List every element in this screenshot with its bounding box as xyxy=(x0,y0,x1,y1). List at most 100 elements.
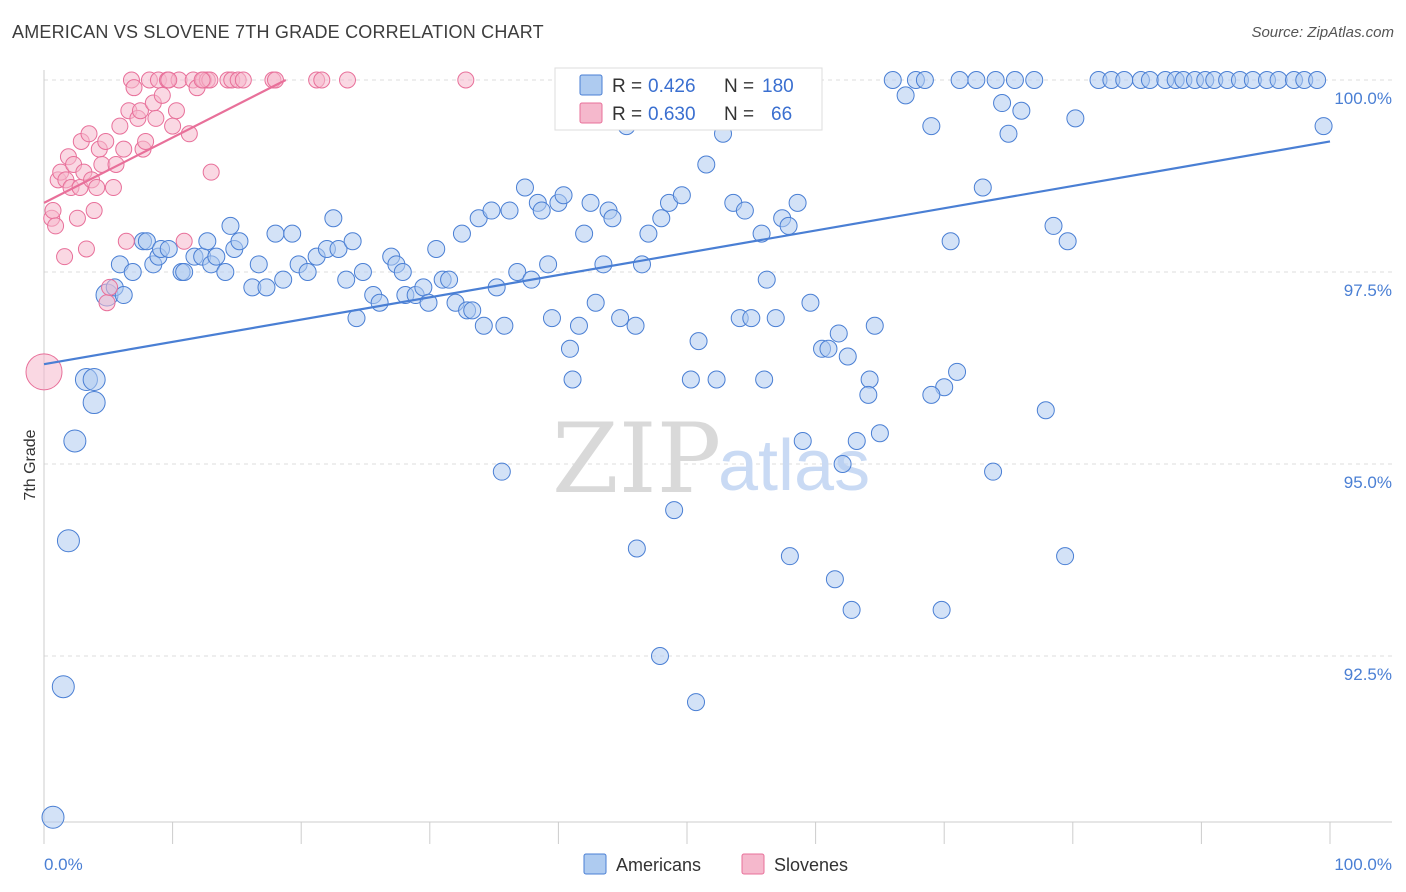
y-tick-label: 92.5% xyxy=(1344,665,1392,684)
data-point xyxy=(137,132,155,150)
legend-r-label-slovenes: R = xyxy=(612,104,642,125)
data-point xyxy=(932,600,951,619)
data-point xyxy=(847,431,866,450)
data-point xyxy=(153,86,171,104)
x-tick-label: 0.0% xyxy=(44,855,83,874)
data-point xyxy=(207,247,226,266)
data-point xyxy=(757,270,776,289)
legend-box: R = 0.426 N = 180 R = 0.630 N = 66 xyxy=(554,67,823,131)
data-point xyxy=(111,117,129,135)
data-point xyxy=(427,239,446,258)
bottom-legend: Americans Slovenes xyxy=(583,853,848,875)
series-slovenes xyxy=(25,71,475,391)
data-point xyxy=(819,339,838,358)
data-point xyxy=(986,71,1005,89)
data-point xyxy=(967,71,986,89)
data-point xyxy=(41,805,65,829)
legend-n-value-americans: 180 xyxy=(762,76,794,97)
data-point xyxy=(500,201,519,220)
data-point xyxy=(735,201,754,220)
data-point xyxy=(495,316,514,335)
data-point xyxy=(343,232,362,251)
data-point xyxy=(175,263,194,281)
data-point xyxy=(457,71,475,89)
chart-title: AMERICAN VS SLOVENE 7TH GRADE CORRELATIO… xyxy=(12,22,544,42)
watermark-zip: ZIP xyxy=(552,403,721,515)
bottom-legend-swatch-americans xyxy=(583,853,607,875)
watermark: ZIP atlas xyxy=(552,403,870,515)
source-label: Source: ZipAtlas.com xyxy=(1251,24,1394,41)
data-point xyxy=(117,232,135,250)
data-point xyxy=(838,347,857,366)
data-point xyxy=(626,316,645,335)
trend-line-slovenes xyxy=(43,79,287,204)
data-point xyxy=(249,255,268,274)
data-point xyxy=(115,140,133,158)
data-point xyxy=(896,86,915,105)
data-point xyxy=(492,462,511,481)
legend-n-value-slovenes: 66 xyxy=(771,104,792,125)
data-point xyxy=(1005,71,1024,89)
data-point xyxy=(922,385,941,404)
data-point xyxy=(603,209,622,228)
data-point xyxy=(941,232,960,251)
data-point xyxy=(104,179,122,197)
data-point xyxy=(463,301,482,320)
data-point xyxy=(1036,401,1055,420)
data-point xyxy=(1314,117,1333,136)
data-point xyxy=(63,429,87,453)
data-point xyxy=(68,209,86,227)
data-point xyxy=(984,462,1003,481)
data-point xyxy=(198,232,217,251)
data-point xyxy=(221,216,240,235)
data-point xyxy=(672,186,691,205)
data-point xyxy=(329,239,348,258)
data-point xyxy=(865,316,884,335)
y-tick-label: 97.5% xyxy=(1344,281,1392,300)
data-point xyxy=(742,309,761,328)
trend-lines xyxy=(43,79,1331,366)
data-point xyxy=(137,232,156,251)
data-point xyxy=(202,163,220,181)
data-point xyxy=(627,539,646,558)
data-point xyxy=(440,270,459,289)
data-point xyxy=(825,570,844,589)
data-point xyxy=(539,255,558,274)
data-point xyxy=(883,71,902,89)
x-tick-labels: 0.0% 100.0% xyxy=(44,855,1392,874)
data-point xyxy=(801,293,820,312)
y-tick-label: 100.0% xyxy=(1334,89,1392,108)
data-point xyxy=(581,193,600,212)
data-point xyxy=(1058,232,1077,251)
data-point xyxy=(56,248,74,266)
data-point xyxy=(632,255,651,274)
data-point xyxy=(44,202,62,220)
data-point xyxy=(752,224,771,243)
data-point xyxy=(755,370,774,389)
data-point xyxy=(25,353,63,391)
data-point xyxy=(611,309,630,328)
data-point xyxy=(452,224,471,243)
data-point xyxy=(283,224,302,243)
bottom-legend-americans: Americans xyxy=(616,855,701,875)
x-tick-label: 100.0% xyxy=(1334,855,1392,874)
data-point xyxy=(780,547,799,566)
data-point xyxy=(230,232,249,251)
data-point xyxy=(482,201,501,220)
data-point xyxy=(860,370,879,389)
data-point xyxy=(842,600,861,619)
data-point xyxy=(56,529,80,553)
legend-n-label-americans: N = xyxy=(724,76,754,97)
data-point xyxy=(859,385,878,404)
data-point xyxy=(88,179,106,197)
axes xyxy=(43,70,1392,844)
data-point xyxy=(353,263,372,281)
data-point xyxy=(274,270,293,289)
data-point xyxy=(687,693,706,712)
data-point xyxy=(51,675,75,699)
data-point xyxy=(973,178,992,197)
data-point xyxy=(125,79,143,97)
y-axis-label: 7th Grade xyxy=(22,429,39,500)
legend-r-label-americans: R = xyxy=(612,76,642,97)
